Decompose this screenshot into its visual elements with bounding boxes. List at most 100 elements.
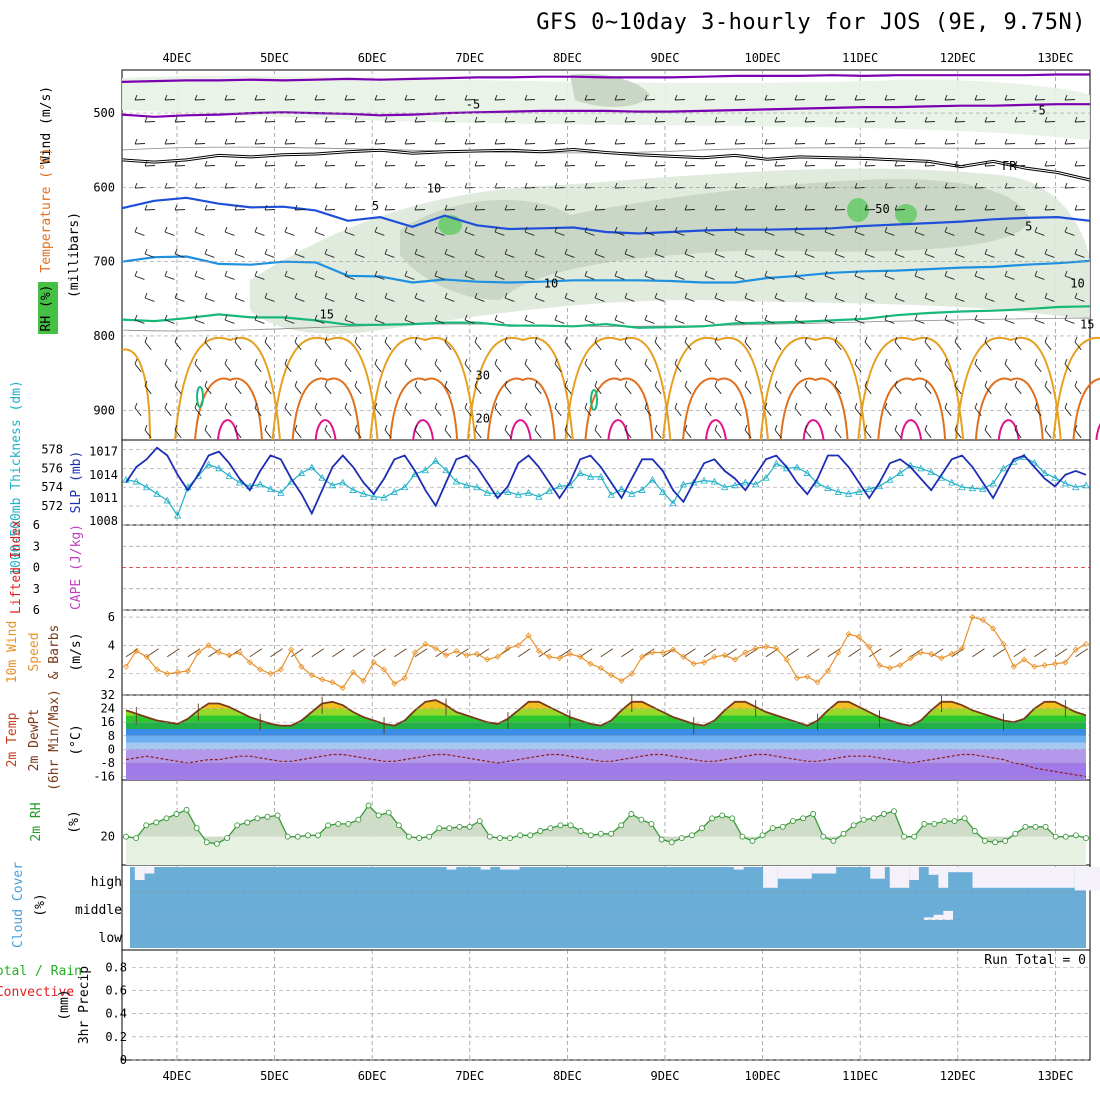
wind-barb xyxy=(1044,165,1056,167)
wind-barb-flag xyxy=(204,116,208,123)
wind-barb xyxy=(644,275,655,280)
rh-point xyxy=(699,825,705,832)
wind-barb xyxy=(1004,275,1015,280)
wind-barb-flag xyxy=(924,336,928,343)
wind-barb-flag xyxy=(354,204,358,211)
wind-barb xyxy=(314,407,322,417)
wind-barb xyxy=(654,253,665,258)
wind-barb-flag xyxy=(1004,226,1008,233)
wind-barb-flag xyxy=(464,358,468,365)
wind-barb xyxy=(434,99,446,101)
wind-barb xyxy=(314,319,325,324)
wind-barb-flag xyxy=(974,402,978,409)
wind-barb-flag xyxy=(234,380,238,387)
wind-barb-flag xyxy=(884,358,888,365)
wind-barb-flag xyxy=(954,292,958,299)
wind-barb-flag xyxy=(834,160,838,167)
y-axis-label-2m-temp: 2m Temp xyxy=(5,712,20,767)
wind-barb xyxy=(294,165,306,167)
wind-barb-flag xyxy=(774,336,778,343)
wind-barb-flag xyxy=(444,424,448,431)
wind-barb-flag xyxy=(564,160,568,167)
y-tick-wind10: 6 xyxy=(108,610,115,624)
wind-barb-flag xyxy=(894,248,898,255)
wind-barb xyxy=(324,121,336,123)
temp-bands xyxy=(126,700,1086,780)
wind-barb-flag xyxy=(684,336,688,343)
thickness-point xyxy=(163,496,171,504)
wind-barb xyxy=(684,165,696,167)
wind-barb-flag xyxy=(1034,226,1038,233)
wind-barb xyxy=(914,275,925,280)
contour-label: 5 xyxy=(372,199,379,213)
wind-barb-flag xyxy=(354,380,358,387)
wind-barb-flag xyxy=(984,424,988,431)
wind-barb-flag xyxy=(374,94,378,101)
wind-barb-flag xyxy=(914,94,918,101)
wind-barb-flag xyxy=(954,160,958,167)
wind-barb xyxy=(374,363,382,373)
thickness-point xyxy=(576,469,584,476)
rh-peak xyxy=(847,198,869,222)
wind-barb xyxy=(954,385,962,395)
rh-point xyxy=(385,809,392,816)
wind10-point xyxy=(608,672,615,679)
thickness-point xyxy=(1072,483,1080,491)
wind-barb xyxy=(704,275,715,280)
wind-barb xyxy=(644,187,656,189)
y-tick-cape: 3 xyxy=(33,539,40,553)
wind-barb xyxy=(354,297,365,302)
y-tick-upper: 800 xyxy=(93,329,115,343)
rh-point xyxy=(1022,823,1029,830)
wind-barb xyxy=(684,209,696,211)
wind-barb xyxy=(684,385,692,395)
wind-barb-flag xyxy=(854,94,858,101)
wind-barb-flag xyxy=(704,314,708,321)
temp-band xyxy=(126,729,1086,736)
wind-barb xyxy=(984,121,996,123)
wind-barb xyxy=(924,121,936,123)
wind-barb xyxy=(504,121,516,123)
wind-barb xyxy=(764,99,776,101)
wind10-point xyxy=(948,650,955,657)
wind-barb-flag xyxy=(554,182,558,189)
wind-barb-flag xyxy=(984,380,988,387)
wind-barb-flag xyxy=(204,380,208,387)
temp-band xyxy=(126,735,1086,743)
rh-blob-top xyxy=(570,73,650,107)
wind-barb-flag xyxy=(384,160,388,167)
wind-barb xyxy=(264,385,272,395)
wind-barb-flag xyxy=(414,292,418,299)
wind-barb xyxy=(434,363,442,373)
wind-barb-flag xyxy=(944,358,948,365)
wind-barb-flag xyxy=(644,226,648,233)
thickness-point xyxy=(865,485,873,493)
series-line-slp xyxy=(125,446,1087,516)
wind-barb-flag xyxy=(474,424,478,431)
rh-point xyxy=(820,833,827,840)
wind-barb xyxy=(134,99,146,101)
wind-barb-flag xyxy=(464,402,468,409)
wind-barb-flag xyxy=(1004,94,1008,101)
rh-point xyxy=(315,832,321,839)
wind10-point xyxy=(267,670,274,677)
wind-barb-flag xyxy=(144,424,148,431)
wind-barb xyxy=(564,209,576,211)
wind-barb xyxy=(834,165,846,167)
thickness-point xyxy=(669,499,677,507)
wind-barb-flag xyxy=(164,94,168,101)
wind-barb-flag xyxy=(174,336,178,343)
wind10-barb xyxy=(1075,648,1088,658)
contour-label: 20 xyxy=(476,412,490,426)
wind-barb xyxy=(234,297,245,302)
wind-barb xyxy=(1064,231,1075,236)
wind10-point xyxy=(133,648,140,655)
wind-barb xyxy=(164,143,176,145)
wind-barb-flag xyxy=(704,270,708,277)
wind10-barb xyxy=(683,648,696,658)
wind-barb xyxy=(524,99,536,101)
wind-barb-flag xyxy=(804,248,808,255)
wind10-point xyxy=(628,670,635,677)
wind-barb-flag xyxy=(584,358,588,365)
thickness-point xyxy=(855,488,863,495)
